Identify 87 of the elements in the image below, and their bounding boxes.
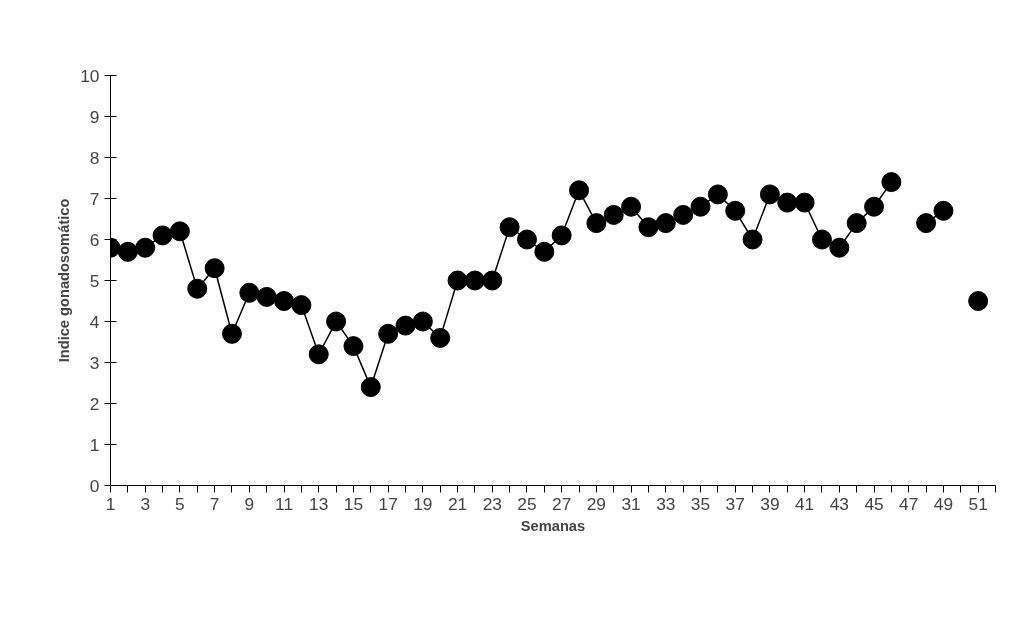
point (742, 229, 763, 250)
point (603, 204, 624, 225)
x-tick-label: 41 (794, 493, 815, 514)
x-tick-label: 47 (899, 493, 919, 514)
x-tick-label: 49 (933, 493, 954, 514)
point (933, 200, 954, 221)
point (621, 196, 642, 217)
point (169, 221, 190, 242)
x-tick-label: 23 (482, 493, 502, 514)
point (655, 213, 676, 234)
x-tick-label: 35 (690, 493, 711, 514)
x-tick-label: 43 (829, 493, 849, 514)
y-tick-label: 0 (89, 475, 100, 496)
y-tick-label: 5 (89, 270, 100, 291)
point (673, 204, 694, 225)
point (864, 196, 885, 217)
x-tick-label: 51 (968, 493, 988, 514)
x-tick-label: 1 (105, 493, 116, 514)
point (707, 184, 728, 205)
point (516, 229, 537, 250)
x-tick-label: 39 (760, 493, 780, 514)
point (326, 311, 347, 332)
point (187, 278, 208, 299)
y-tick-label: 4 (89, 311, 100, 332)
y-tick-label: 9 (89, 106, 100, 127)
x-tick-label: 29 (586, 493, 607, 514)
x-tick-label: 17 (378, 493, 398, 514)
x-tick-label: 25 (517, 493, 537, 514)
x-tick-label: 13 (309, 493, 329, 514)
point (378, 323, 399, 344)
point (291, 295, 312, 316)
x-tick-label: 15 (343, 493, 364, 514)
point (117, 241, 138, 262)
point (534, 241, 555, 262)
point (777, 192, 798, 213)
x-tick-label: 21 (447, 493, 468, 514)
point (794, 192, 815, 213)
point (968, 291, 989, 311)
point (412, 311, 433, 332)
point (638, 217, 659, 238)
point (239, 282, 260, 303)
point (464, 270, 485, 291)
point (690, 196, 711, 217)
x-tick-label: 45 (864, 493, 884, 514)
x-tick-label: 33 (656, 493, 676, 514)
y-tick-label: 7 (89, 188, 100, 209)
x-tick-label: 5 (175, 493, 185, 514)
point (551, 225, 572, 246)
point (829, 237, 850, 258)
x-tick-label: 37 (725, 493, 745, 514)
point (881, 172, 902, 193)
x-axis-title: Semanas (520, 517, 586, 534)
y-tick-label: 6 (89, 229, 100, 250)
point (256, 286, 277, 307)
x-tick-label: 31 (621, 493, 641, 514)
x-tick-label: 7 (209, 493, 220, 514)
point (308, 344, 329, 365)
point (152, 225, 173, 246)
point (274, 291, 295, 311)
y-tick-label: 1 (89, 434, 100, 455)
point (221, 323, 242, 344)
point (430, 327, 451, 348)
point (204, 258, 225, 279)
point (725, 200, 746, 221)
x-tick-label: 27 (552, 493, 572, 514)
point (135, 237, 156, 258)
point (482, 270, 503, 291)
point (395, 315, 416, 336)
x-tick-label: 3 (140, 493, 151, 514)
point (811, 229, 832, 250)
x-tick-label: 9 (244, 493, 255, 514)
point (343, 336, 364, 357)
point (759, 184, 780, 205)
y-tick-label: 10 (80, 65, 100, 86)
point (846, 213, 867, 234)
y-tick-label: 3 (89, 352, 100, 373)
point (586, 213, 607, 234)
point (360, 377, 381, 398)
y-tick-label: 2 (89, 393, 100, 414)
x-tick-label: 11 (275, 493, 294, 514)
x-tick-label: 19 (413, 493, 433, 514)
point (499, 217, 520, 238)
y-axis-title: Indice gonadosomático (56, 198, 73, 363)
point (447, 270, 468, 291)
y-tick-label: 8 (89, 147, 100, 168)
point (916, 213, 937, 234)
point (569, 180, 590, 201)
